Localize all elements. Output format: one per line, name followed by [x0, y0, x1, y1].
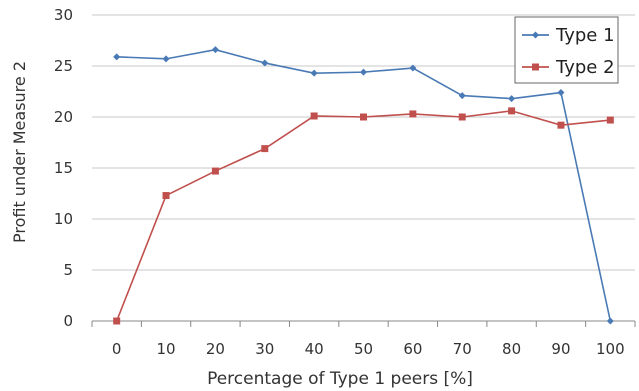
- data-point-type-2: [310, 112, 318, 120]
- data-point-type-2: [557, 121, 565, 129]
- data-point-type-2: [211, 167, 219, 175]
- data-point-type-2: [409, 110, 417, 118]
- data-point-type-1: [409, 64, 417, 72]
- x-axis-ticks: 0 10 20 30 40 50 60 70 80 90 100: [91, 321, 636, 358]
- legend-label: Type 1: [555, 25, 615, 46]
- x-tick-label: 40: [305, 340, 324, 358]
- y-tick-label: 0: [63, 312, 73, 330]
- data-point-type-2: [458, 113, 466, 121]
- data-point-type-2: [162, 192, 170, 200]
- legend-box: [514, 16, 619, 84]
- series-type-2: [113, 107, 614, 325]
- y-tick-label: 5: [63, 261, 73, 279]
- y-axis-label: Profit under Measure 2: [10, 61, 29, 243]
- y-tick-label: 25: [54, 57, 73, 75]
- series-line-type-2: [115, 110, 611, 322]
- data-point-type-1: [310, 69, 318, 77]
- data-point-type-1: [606, 317, 614, 325]
- x-tick-label: 50: [354, 340, 373, 358]
- legend-item-type-1: Type 1: [522, 25, 615, 46]
- data-point-type-1: [261, 59, 269, 67]
- legend-label: Type 2: [555, 57, 615, 78]
- x-tick-label: 90: [551, 340, 570, 358]
- x-tick-label: 20: [206, 340, 225, 358]
- data-point-type-1: [113, 53, 121, 61]
- data-point-type-1: [557, 89, 565, 97]
- x-tick-label: 80: [502, 340, 521, 358]
- legend-marker: [532, 63, 539, 71]
- y-tick-label: 15: [54, 159, 73, 177]
- data-point-type-2: [360, 113, 367, 121]
- x-tick-label: 30: [255, 340, 274, 358]
- x-tick-label: 10: [156, 340, 175, 358]
- data-point-type-2: [606, 116, 614, 124]
- data-point-type-1: [508, 95, 516, 103]
- y-axis-ticks: 0 5 10 15 20 25 30: [54, 6, 73, 330]
- legend-item-type-2: Type 2: [522, 57, 615, 78]
- x-tick-label: 70: [453, 340, 472, 358]
- data-point-type-2: [113, 317, 121, 325]
- data-point-type-1: [211, 46, 219, 54]
- y-tick-label: 10: [54, 210, 73, 228]
- series-line-type-1: [116, 48, 612, 322]
- data-point-type-2: [261, 145, 269, 153]
- x-tick-label: 0: [112, 340, 122, 358]
- data-point-type-1: [162, 55, 170, 63]
- x-tick-label: 60: [403, 340, 422, 358]
- data-point-type-1: [458, 92, 466, 100]
- y-tick-label: 30: [54, 6, 73, 24]
- y-tick-label: 20: [54, 108, 73, 126]
- x-tick-label: 100: [596, 340, 625, 358]
- series-layer: [113, 46, 614, 325]
- gridlines: [92, 14, 635, 271]
- data-point-type-2: [508, 107, 516, 115]
- x-axis-label: Percentage of Type 1 peers [%]: [207, 369, 473, 389]
- series-type-1: [113, 46, 614, 325]
- legend-marker: [532, 31, 539, 39]
- legend: Type 1 Type 2: [514, 16, 619, 84]
- data-point-type-1: [360, 68, 367, 76]
